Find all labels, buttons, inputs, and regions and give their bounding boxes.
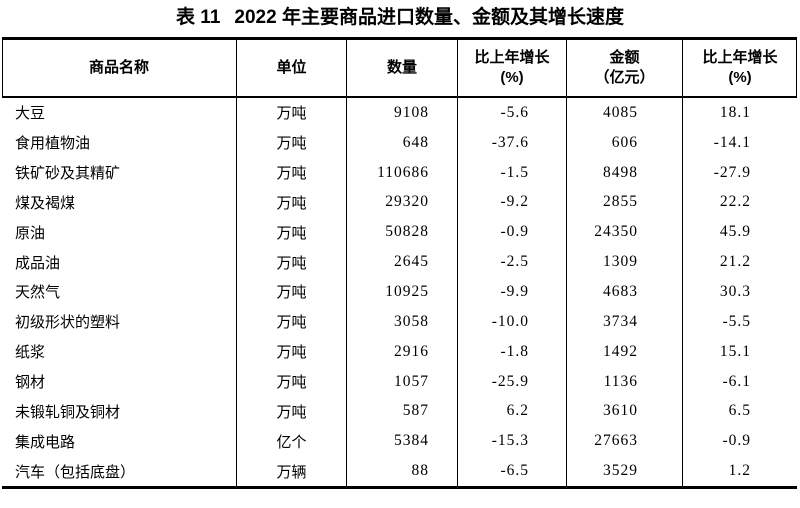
table-body: 大豆 万吨 9108 -5.6 4085 18.1 食用植物油 万吨 648 -37.6 606 -1… xyxy=(2,98,797,486)
value-cell: 3610 xyxy=(567,396,683,427)
unit-cell: 万吨 xyxy=(237,127,347,158)
header-quantity-growth: 比上年增长 (%) xyxy=(458,40,567,96)
value-cell: 1492 xyxy=(567,336,683,367)
header-right-border xyxy=(796,40,797,98)
value-growth-cell: 1.2 xyxy=(728,462,751,480)
value-growth-cell: 45.9 xyxy=(719,223,751,241)
commodity-name-cell: 铁矿砂及其精矿 xyxy=(2,157,237,188)
commodity-name-cell: 汽车（包括底盘） xyxy=(2,456,237,486)
value-cell: 606 xyxy=(567,127,683,158)
unit-cell: 万吨 xyxy=(237,306,347,337)
commodity-name-cell: 钢材 xyxy=(2,366,237,397)
value-growth-cell: 18.1 xyxy=(719,103,751,121)
unit-cell: 亿个 xyxy=(237,426,347,457)
imports-table: 商品名称 单位 数量 比上年增长 (%) 金额 （亿元） 比上年增长 (%) 大… xyxy=(2,37,797,489)
value-growth-cell: 6.5 xyxy=(728,402,751,420)
quantity-cell: 1057 xyxy=(347,366,458,397)
header-value-growth: 比上年增长 (%) xyxy=(702,49,778,86)
unit-cell: 万吨 xyxy=(237,187,347,218)
value-cell: 8498 xyxy=(567,157,683,188)
quantity-growth-cell: -5.6 xyxy=(458,98,567,128)
value-growth-cell: -14.1 xyxy=(713,133,751,151)
quantity-cell: 3058 xyxy=(347,306,458,337)
commodity-name-cell: 集成电路 xyxy=(2,426,237,457)
value-growth-cell: -27.9 xyxy=(713,163,751,181)
unit-cell: 万吨 xyxy=(237,277,347,307)
quantity-cell: 2645 xyxy=(347,247,458,278)
quantity-growth-cell: -15.3 xyxy=(458,426,567,457)
table-title-text: 2022 年主要商品进口数量、金额及其增长速度 xyxy=(234,7,624,28)
quantity-growth-cell: -37.6 xyxy=(458,127,567,158)
quantity-cell: 648 xyxy=(347,127,458,158)
quantity-growth-cell: 6.2 xyxy=(458,396,567,427)
table-number: 表 11 xyxy=(176,7,221,28)
header-left-border xyxy=(2,40,3,98)
value-cell: 24350 xyxy=(567,217,683,248)
value-growth-cell: 22.2 xyxy=(719,193,751,211)
commodity-name-cell: 食用植物油 xyxy=(2,127,237,158)
quantity-growth-cell: -1.5 xyxy=(458,157,567,188)
quantity-growth-cell: -9.9 xyxy=(458,277,567,307)
commodity-name-cell: 原油 xyxy=(2,217,237,248)
value-growth-cell: -6.1 xyxy=(722,372,751,390)
commodity-name-cell: 大豆 xyxy=(2,98,237,128)
commodity-name-cell: 天然气 xyxy=(2,277,237,307)
unit-cell: 万吨 xyxy=(237,247,347,278)
unit-cell: 万吨 xyxy=(237,396,347,427)
quantity-cell: 88 xyxy=(347,456,458,486)
commodity-name-cell: 纸浆 xyxy=(2,336,237,367)
quantity-growth-cell: -9.2 xyxy=(458,187,567,218)
commodity-name-cell: 初级形状的塑料 xyxy=(2,306,237,337)
quantity-growth-cell: -6.5 xyxy=(458,456,567,486)
commodity-name-cell: 煤及褐煤 xyxy=(2,187,237,218)
unit-cell: 万吨 xyxy=(237,366,347,397)
table-header: 商品名称 单位 数量 比上年增长 (%) 金额 （亿元） 比上年增长 (%) xyxy=(2,40,797,98)
quantity-cell: 110686 xyxy=(347,157,458,188)
quantity-growth-cell: -0.9 xyxy=(458,217,567,248)
commodity-name-cell: 成品油 xyxy=(2,247,237,278)
value-growth-cell: -5.5 xyxy=(722,312,751,330)
commodity-name-cell: 未锻轧铜及铜材 xyxy=(2,396,237,427)
value-cell: 3734 xyxy=(567,306,683,337)
value-growth-cell: -0.9 xyxy=(722,432,751,450)
value-cell: 1309 xyxy=(567,247,683,278)
value-growth-cell: 21.2 xyxy=(719,253,751,271)
quantity-growth-cell: -10.0 xyxy=(458,306,567,337)
value-cell: 2855 xyxy=(567,187,683,218)
table-title: 表 11 2022 年主要商品进口数量、金额及其增长速度 xyxy=(0,4,800,32)
unit-cell: 万吨 xyxy=(237,98,347,128)
quantity-cell: 10925 xyxy=(347,277,458,307)
quantity-cell: 2916 xyxy=(347,336,458,367)
quantity-cell: 29320 xyxy=(347,187,458,218)
unit-cell: 万吨 xyxy=(237,157,347,188)
quantity-growth-cell: -2.5 xyxy=(458,247,567,278)
value-cell: 4085 xyxy=(567,98,683,128)
value-cell: 1136 xyxy=(567,366,683,397)
quantity-cell: 5384 xyxy=(347,426,458,457)
header-commodity-name: 商品名称 xyxy=(2,40,237,96)
quantity-growth-cell: -25.9 xyxy=(458,366,567,397)
quantity-cell: 50828 xyxy=(347,217,458,248)
value-cell: 4683 xyxy=(567,277,683,307)
header-value: 金额 （亿元） xyxy=(567,40,683,96)
value-cell: 3529 xyxy=(567,456,683,486)
unit-cell: 万辆 xyxy=(237,456,347,486)
header-unit: 单位 xyxy=(237,40,347,96)
quantity-growth-cell: -1.8 xyxy=(458,336,567,367)
value-growth-cell: 30.3 xyxy=(719,282,751,300)
quantity-cell: 9108 xyxy=(347,98,458,128)
unit-cell: 万吨 xyxy=(237,217,347,248)
value-cell: 27663 xyxy=(567,426,683,457)
quantity-cell: 587 xyxy=(347,396,458,427)
unit-cell: 万吨 xyxy=(237,336,347,367)
header-quantity: 数量 xyxy=(347,40,458,96)
value-growth-cell: 15.1 xyxy=(719,342,751,360)
